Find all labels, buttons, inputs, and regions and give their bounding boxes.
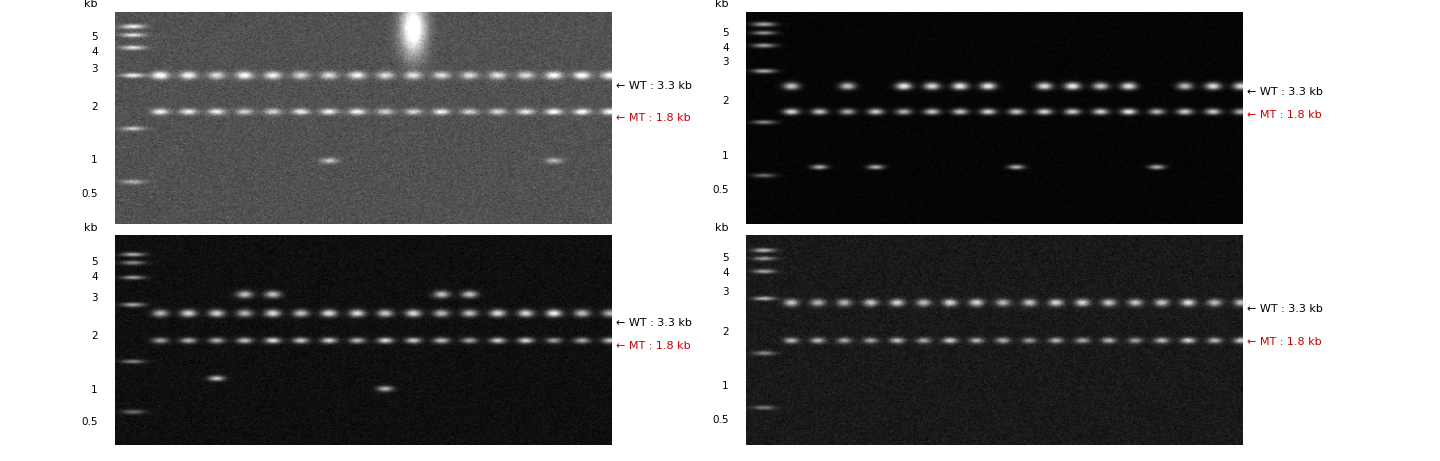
- Text: kb: kb: [85, 0, 98, 9]
- Text: 2: 2: [721, 326, 729, 337]
- Text: ← WT : 3.3 kb: ← WT : 3.3 kb: [1247, 87, 1323, 97]
- Text: 5: 5: [91, 257, 98, 267]
- Text: 5: 5: [721, 253, 729, 263]
- Text: 2: 2: [91, 331, 98, 341]
- Text: kb: kb: [85, 223, 98, 233]
- Text: 5: 5: [91, 32, 98, 42]
- Text: 0.5: 0.5: [713, 185, 729, 195]
- Text: 4: 4: [721, 42, 729, 53]
- Text: 4: 4: [91, 47, 98, 57]
- Text: 3: 3: [721, 287, 729, 297]
- Text: 0.5: 0.5: [82, 417, 98, 427]
- Text: 1: 1: [721, 151, 729, 161]
- Text: 5: 5: [721, 28, 729, 38]
- Text: 4: 4: [91, 272, 98, 282]
- Text: 2: 2: [721, 95, 729, 106]
- Text: 0.5: 0.5: [713, 415, 729, 425]
- Text: ← MT : 1.8 kb: ← MT : 1.8 kb: [616, 341, 691, 351]
- Text: kb: kb: [716, 0, 729, 9]
- Text: 1: 1: [91, 155, 98, 165]
- Text: kb: kb: [716, 223, 729, 233]
- Text: ← WT : 3.3 kb: ← WT : 3.3 kb: [1247, 303, 1323, 313]
- Text: 4: 4: [721, 268, 729, 278]
- Text: ← MT : 1.8 kb: ← MT : 1.8 kb: [1247, 337, 1322, 347]
- Text: ← WT : 3.3 kb: ← WT : 3.3 kb: [616, 318, 693, 328]
- Text: 2: 2: [91, 102, 98, 112]
- Text: 3: 3: [91, 293, 98, 303]
- Text: ← WT : 3.3 kb: ← WT : 3.3 kb: [616, 81, 693, 91]
- Text: 3: 3: [721, 58, 729, 67]
- Text: ← MT : 1.8 kb: ← MT : 1.8 kb: [616, 112, 691, 123]
- Text: 3: 3: [91, 64, 98, 74]
- Text: 0.5: 0.5: [82, 189, 98, 199]
- Text: ← MT : 1.8 kb: ← MT : 1.8 kb: [1247, 111, 1322, 120]
- Text: 1: 1: [91, 385, 98, 396]
- Text: 1: 1: [721, 381, 729, 391]
